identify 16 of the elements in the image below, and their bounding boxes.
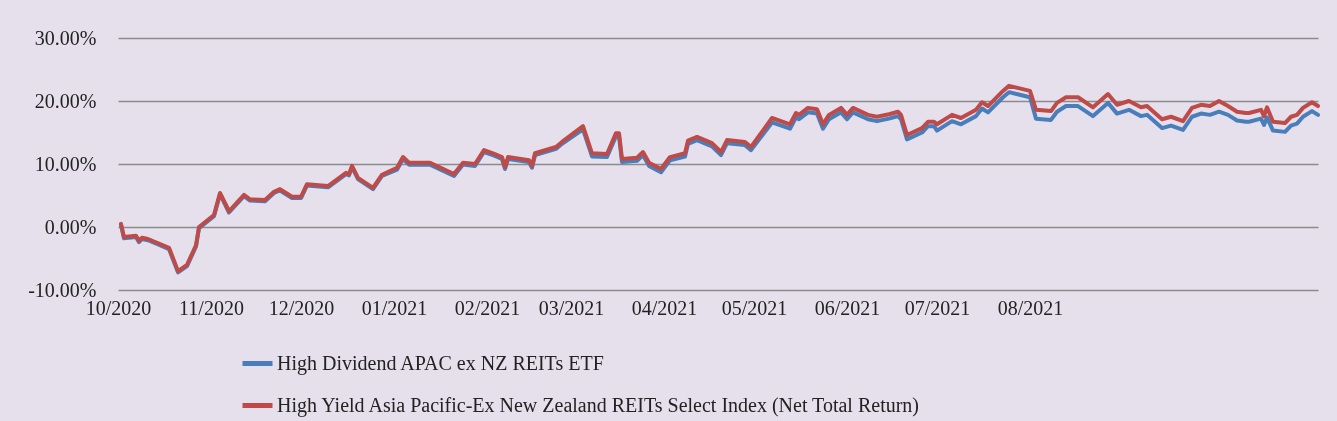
- x-tick-label: 08/2021: [997, 296, 1064, 319]
- x-tick-label: 04/2021: [631, 296, 698, 319]
- y-tick-label: 0.00%: [44, 215, 97, 238]
- legend-label: High Dividend APAC ex NZ REITs ETF: [277, 351, 604, 375]
- y-tick-label: 30.00%: [34, 26, 97, 49]
- y-tick-label: 10.00%: [34, 152, 97, 175]
- x-tick-label: 01/2021: [361, 296, 428, 319]
- x-tick-label: 03/2021: [538, 296, 605, 319]
- legend-label: High Yield Asia Pacific-Ex New Zealand REITs Select Index (Net Total Return): [277, 393, 920, 417]
- x-tick-label: 07/2021: [904, 296, 971, 319]
- x-tick-label: 12/2020: [268, 296, 335, 319]
- y-tick-label: 20.00%: [34, 89, 97, 112]
- x-tick-label: 05/2021: [721, 296, 788, 319]
- x-tick-label: 06/2021: [814, 296, 881, 319]
- x-tick-label: 11/2020: [179, 296, 244, 319]
- x-tick-label: 02/2021: [454, 296, 521, 319]
